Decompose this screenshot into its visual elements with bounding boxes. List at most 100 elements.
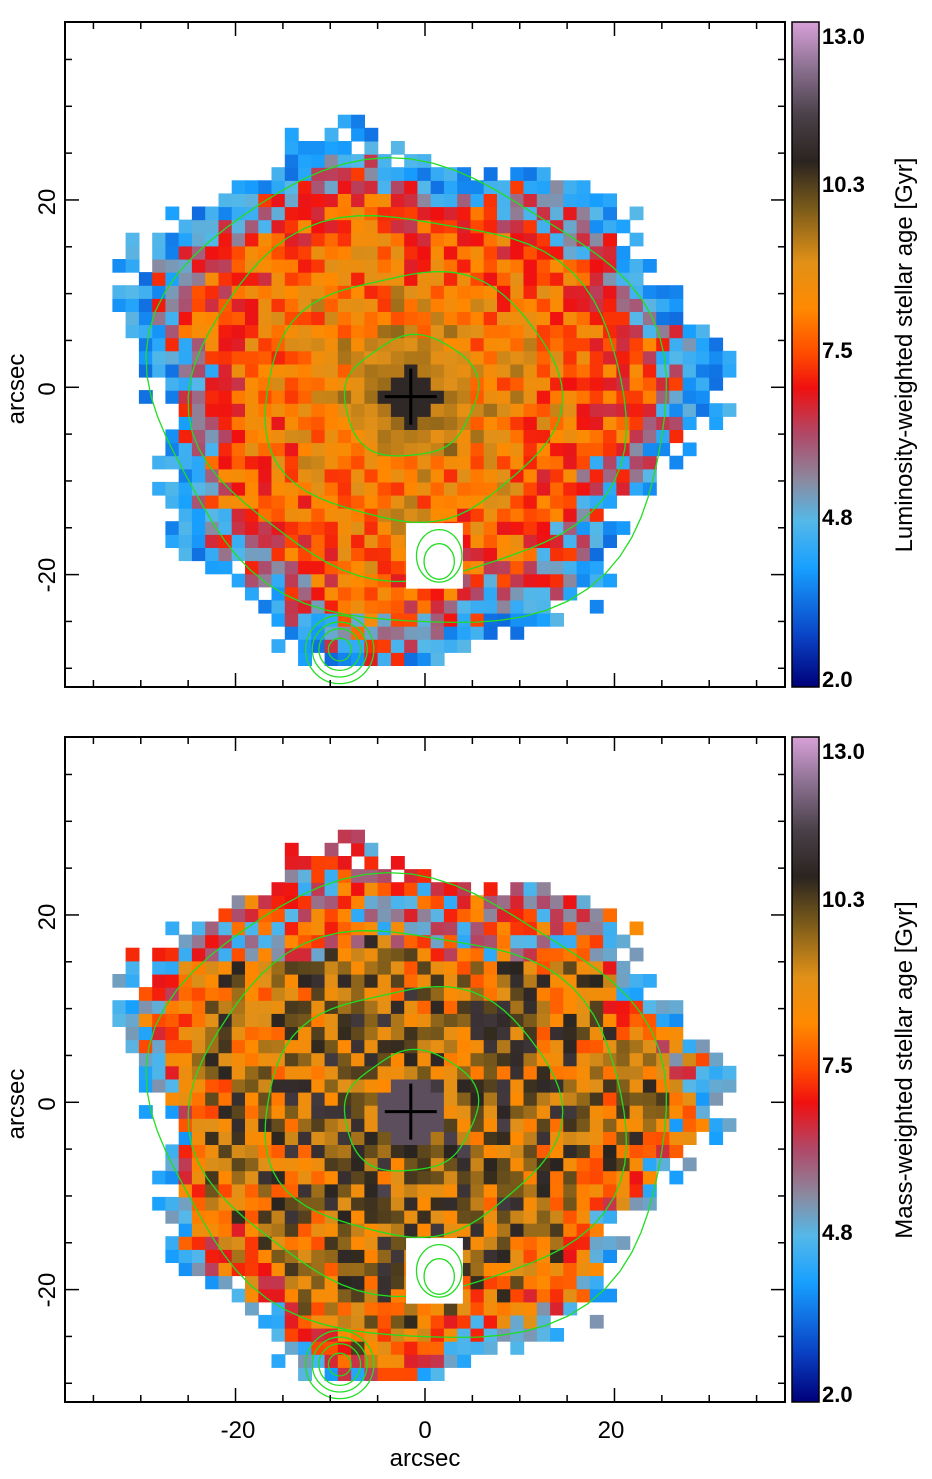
map-pixel — [523, 193, 538, 208]
map-pixel — [457, 219, 472, 234]
map-pixel — [589, 599, 604, 614]
map-pixel — [351, 895, 365, 909]
map-pixel — [324, 652, 339, 666]
map-pixel — [563, 1105, 578, 1119]
map-pixel — [576, 481, 591, 496]
map-pixel — [191, 521, 206, 535]
map-pixel — [258, 1183, 273, 1198]
map-pixel — [324, 1275, 339, 1290]
map-pixel — [563, 586, 578, 601]
map-pixel — [165, 521, 180, 535]
map-pixel — [364, 895, 379, 909]
map-pixel — [629, 390, 644, 404]
map-pixel — [457, 390, 472, 404]
map-pixel — [231, 1013, 246, 1027]
map-pixel — [629, 232, 644, 247]
map-pixel — [351, 947, 365, 962]
map-pixel — [165, 534, 180, 548]
map-pixel — [178, 508, 193, 522]
map-pixel — [351, 987, 365, 1001]
map-pixel — [616, 1052, 631, 1067]
map-pixel — [497, 1262, 511, 1277]
map-pixel — [550, 947, 564, 962]
map-pixel — [324, 337, 339, 352]
map-pixel — [629, 1026, 644, 1041]
map-pixel — [351, 390, 365, 404]
map-pixel — [125, 232, 140, 247]
map-pixel — [231, 259, 246, 273]
map-pixel — [550, 586, 564, 601]
map-pixel — [563, 350, 578, 365]
map-pixel — [497, 1052, 511, 1067]
map-pixel — [337, 1052, 352, 1067]
map-pixel — [298, 895, 312, 909]
map-pixel — [589, 1026, 604, 1041]
map-pixel — [271, 547, 286, 562]
map-pixel — [245, 285, 259, 299]
map-pixel — [390, 882, 405, 896]
map-pixel — [178, 934, 193, 949]
map-pixel — [178, 324, 193, 339]
map-pixel — [258, 547, 273, 562]
map-pixel — [417, 193, 432, 208]
map-pixel — [364, 1039, 379, 1054]
map-pixel — [258, 1026, 273, 1041]
map-pixel — [351, 403, 365, 417]
map-pixel — [497, 429, 511, 444]
map-pixel — [311, 442, 326, 457]
map-pixel — [523, 960, 538, 975]
map-pixel — [311, 219, 326, 234]
map-pixel — [603, 298, 617, 312]
map-pixel — [284, 1105, 299, 1119]
map-pixel — [337, 377, 352, 391]
map-pixel — [191, 1039, 206, 1054]
map-pixel — [271, 1118, 286, 1132]
map-pixel — [656, 1092, 671, 1106]
map-pixel — [337, 960, 352, 975]
map-pixel — [125, 259, 140, 273]
map-pixel — [245, 1026, 259, 1041]
map-pixel — [629, 481, 644, 496]
map-pixel — [497, 1236, 511, 1250]
map-pixel — [205, 560, 220, 575]
map-pixel — [669, 298, 684, 312]
map-pixel — [497, 206, 511, 221]
map-pixel — [218, 1092, 233, 1106]
map-pixel — [417, 921, 432, 936]
map-pixel — [284, 1157, 299, 1172]
map-pixel — [443, 1210, 458, 1224]
map-pixel — [271, 1210, 286, 1224]
map-pixel — [364, 1354, 379, 1368]
map-pixel — [510, 613, 525, 627]
map-pixel — [589, 1065, 604, 1080]
map-pixel — [165, 311, 180, 326]
map-pixel — [430, 1105, 445, 1119]
map-pixel — [324, 1196, 339, 1211]
map-pixel — [324, 586, 339, 601]
map-pixel — [298, 1118, 312, 1132]
star-contour — [327, 637, 352, 662]
map-pixel — [284, 272, 299, 286]
map-pixel — [589, 403, 604, 417]
map-pixel — [298, 521, 312, 535]
map-pixel — [377, 613, 392, 627]
map-pixel — [576, 1210, 591, 1224]
map-pixel — [576, 547, 591, 562]
map-pixel — [351, 1078, 365, 1093]
map-pixel — [258, 481, 273, 496]
map-pixel — [377, 324, 392, 339]
map-pixel — [589, 455, 604, 470]
map-pixel — [364, 856, 379, 870]
map-pixel — [364, 311, 379, 326]
map-pixel — [337, 416, 352, 430]
map-pixel — [669, 455, 684, 470]
map-pixel — [563, 232, 578, 247]
map-pixel — [231, 442, 246, 457]
map-pixel — [298, 1367, 312, 1381]
map-pixel — [311, 921, 326, 936]
map-pixel — [457, 495, 472, 509]
map-pixel — [510, 599, 525, 614]
map-pixel — [138, 311, 153, 326]
map-pixel — [231, 1236, 246, 1250]
map-pixel — [364, 547, 379, 562]
